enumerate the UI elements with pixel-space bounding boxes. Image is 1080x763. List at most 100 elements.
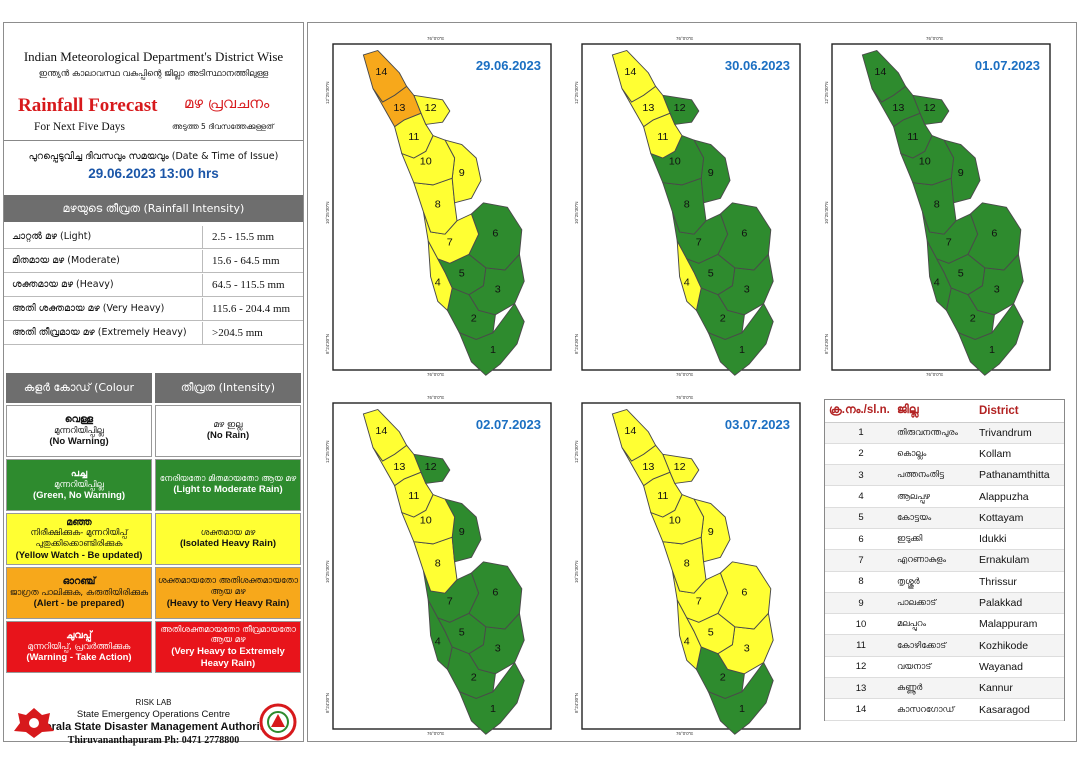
- forecast-map: 76°0'0"E 76°0'0"E 12°25'30"N 10°25'30"N 8°24…: [824, 36, 1051, 377]
- district-number: 4: [684, 637, 690, 648]
- coord-label: 76°0'0"E: [427, 36, 444, 41]
- colour-desc-en: (Warning - Take Action): [26, 652, 132, 664]
- intensity-range: 2.5 - 15.5 mm: [212, 231, 275, 243]
- intensity-range: 64.5 - 115.5 mm: [212, 279, 285, 291]
- district-number: 13: [393, 462, 405, 473]
- district-no: 13: [825, 677, 897, 700]
- intensity-title: മഴയുടെ തീവ്രത (Rainfall Intensity): [4, 195, 303, 222]
- intensity-range: 15.6 - 64.5 mm: [212, 255, 280, 267]
- intensity-desc-en: (Light to Moderate Rain): [173, 484, 283, 496]
- coord-label: 76°0'0"E: [676, 731, 693, 736]
- district-number: 8: [435, 200, 441, 211]
- colour-name: പച്ച: [70, 467, 88, 479]
- coord-label: 10°25'30"N: [824, 201, 829, 224]
- colour-swatch: വെള്ള മുന്നറിയിപ്പില്ല (No Warning): [6, 405, 152, 457]
- district-name-ml: പാലക്കാട്: [897, 592, 979, 615]
- coord-label: 8°24'30"N: [325, 334, 330, 354]
- district-name-ml: കോഴിക്കോട്: [897, 634, 979, 657]
- district-number: 12: [674, 103, 686, 114]
- intensity-desc: അതിശക്തമായതോ തീവ്രമായതോ ആയ മഴ: [160, 624, 296, 646]
- next-days-label: For Next Five Days: [34, 121, 126, 133]
- colour-desc: മുന്നറിയിപ്പില്ല: [54, 479, 104, 490]
- district-14: [362, 408, 408, 462]
- district-name-en: Alappuzha: [979, 485, 1064, 508]
- intensity-row: അതി തീവ്രമായ മഴ (Extremely Heavy) >204.5…: [4, 322, 303, 345]
- district-no: 1: [825, 422, 897, 444]
- bulletin-header: Indian Meteorological Department's Distr…: [4, 23, 303, 141]
- district-number: 3: [495, 644, 501, 655]
- forecast-map: 76°0'0"E 76°0'0"E 12°25'30"N 10°25'30"N 8°24…: [574, 395, 801, 736]
- district-name-en: Pathanamthitta: [979, 464, 1064, 487]
- col-header-no: ക്ര.നം./sl.n.: [825, 400, 897, 423]
- map-date: 01.07.2023: [975, 58, 1040, 73]
- district-name-en: Kollam: [979, 443, 1064, 466]
- district-number: 12: [425, 462, 437, 473]
- colour-swatch: ചുവപ്പ് മുന്നറിയിപ്പ്, പ്രവർത്തിക്കുക (War…: [6, 621, 152, 673]
- district-number: 3: [495, 285, 501, 296]
- intensity-swatch: നേരിയതോ മിതമായതോ ആയ മഴ (Light to Moderate…: [155, 459, 301, 511]
- district-14: [362, 49, 408, 103]
- district-name-ml: വയനാട്: [897, 656, 979, 679]
- intensity-name: അതി ശക്തമായ മഴ (Very Heavy): [12, 303, 165, 314]
- district-no: 8: [825, 571, 897, 593]
- intensity-desc: നേരിയതോ മിതമായതോ ആയ മഴ: [159, 473, 297, 484]
- district-number: 2: [970, 314, 976, 325]
- district-number: 7: [696, 597, 702, 608]
- district-number: 8: [684, 200, 690, 211]
- colour-code-header: കളർ കോഡ് (Colour Code) തീവ്രത (Intensity…: [4, 373, 303, 424]
- intensity-row: അതി ശക്തമായ മഴ (Very Heavy) 115.6 - 204.…: [4, 298, 303, 321]
- district-number: 8: [934, 200, 940, 211]
- district-table: ക്ര.നം./sl.n. ജില്ല District 1 തിരുവനന്തപ…: [824, 399, 1065, 721]
- table-row: 4 ആലപ്പുഴ Alappuzha: [825, 485, 1064, 508]
- table-row: 8 തൃശ്ശൂർ Thrissur: [825, 571, 1064, 593]
- address-label: Thiruvananthapuram Ph: 0471 2778800: [67, 735, 240, 746]
- district-name-en: Kottayam: [979, 507, 1064, 529]
- district-number: 9: [708, 527, 714, 538]
- district-number: 5: [459, 628, 465, 639]
- forecast-map: 76°0'0"E 76°0'0"E 12°25'30"N 10°25'30"N 8°24…: [574, 36, 801, 377]
- coord-label: 76°0'0"E: [427, 395, 444, 400]
- forecast-map: 76°0'0"E 76°0'0"E 12°25'30"N 10°25'30"N 8°24…: [325, 395, 552, 736]
- intensity-swatch: ശക്തമായ മഴ (Isolated Heavy Rain): [155, 513, 301, 565]
- seoc-label: State Emergency Operations Centre: [76, 709, 231, 720]
- ksdma-logo: [259, 703, 297, 741]
- district-number: 13: [642, 462, 654, 473]
- intensity-name: ചാറ്റൽ മഴ (Light): [12, 231, 92, 242]
- district-name-en: Malappuram: [979, 613, 1064, 636]
- district-number: 3: [994, 285, 1000, 296]
- district-number: 9: [958, 168, 964, 179]
- colour-name: ചുവപ്പ്: [66, 629, 92, 641]
- district-number: 5: [459, 269, 465, 280]
- table-header-row: ക്ര.നം./sl.n. ജില്ല District: [825, 400, 1064, 423]
- district-number: 14: [375, 67, 387, 78]
- district-14: [611, 408, 657, 462]
- table-row: 3 പത്തനംതിട്ട Pathanamthitta: [825, 464, 1064, 487]
- intensity-desc: ശക്തമായതോ അതിശക്തമായതോ ആയ മഴ: [157, 576, 299, 598]
- district-no: 7: [825, 549, 897, 572]
- intensity-row: ശക്തമായ മഴ (Heavy) 64.5 - 115.5 mm: [4, 274, 303, 297]
- district-number: 1: [989, 345, 995, 356]
- district-number: 6: [492, 588, 498, 599]
- intensity-swatch: അതിശക്തമായതോ തീവ്രമായതോ ആയ മഴ (Very Heavy…: [155, 621, 301, 673]
- intensity-desc-en: (No Rain): [206, 430, 250, 442]
- col-header-en: District: [979, 400, 1064, 423]
- colour-swatch: മഞ്ഞ നിരീക്ഷിക്കുക- മുന്നറിയിപ്പ് പുതുക്ക…: [6, 513, 152, 565]
- district-number: 10: [669, 516, 681, 527]
- district-number: 10: [420, 516, 432, 527]
- header-title-ml: ഇന്ത്യൻ കാലാവസ്ഥ വകുപ്പിന്റെ ജില്ലാ അടിസ…: [38, 69, 269, 79]
- district-number: 2: [720, 314, 726, 325]
- district-number: 12: [924, 103, 936, 114]
- district-number: 13: [393, 103, 405, 114]
- district-number: 7: [447, 597, 453, 608]
- intensity-desc-en: (Isolated Heavy Rain): [179, 538, 277, 550]
- district-no: 5: [825, 507, 897, 529]
- district-number: 6: [492, 229, 498, 240]
- district-number: 10: [669, 157, 681, 168]
- district-number: 2: [471, 314, 477, 325]
- coord-label: 10°25'30"N: [574, 560, 579, 583]
- district-no: 2: [825, 443, 897, 466]
- district-number: 11: [408, 491, 419, 502]
- coord-label: 10°25'30"N: [574, 201, 579, 224]
